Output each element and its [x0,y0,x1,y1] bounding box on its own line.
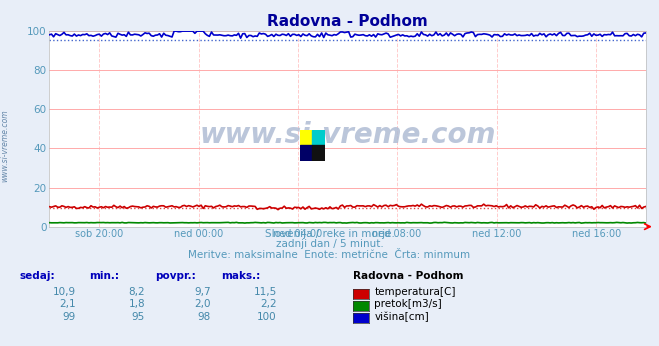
Text: www.si-vreme.com: www.si-vreme.com [1,109,10,182]
Text: 100: 100 [257,312,277,321]
Text: Radovna - Podhom: Radovna - Podhom [353,271,463,281]
Text: temperatura[C]: temperatura[C] [374,288,456,297]
Text: višina[cm]: višina[cm] [374,311,429,322]
Text: 2,1: 2,1 [59,300,76,309]
Bar [312,130,325,145]
Text: povpr.:: povpr.: [155,271,196,281]
Text: 2,2: 2,2 [260,300,277,309]
Bar [312,145,325,161]
Text: www.si-vreme.com: www.si-vreme.com [200,121,496,149]
Text: 10,9: 10,9 [53,288,76,297]
Text: min.:: min.: [89,271,119,281]
Text: zadnji dan / 5 minut.: zadnji dan / 5 minut. [275,239,384,249]
Text: Slovenija / reke in morje.: Slovenija / reke in morje. [264,229,395,239]
Text: 98: 98 [198,312,211,321]
Text: 11,5: 11,5 [254,288,277,297]
Text: 9,7: 9,7 [194,288,211,297]
Bar [300,130,312,145]
Text: sedaj:: sedaj: [20,271,55,281]
Text: 1,8: 1,8 [129,300,145,309]
Text: Meritve: maksimalne  Enote: metrične  Črta: minmum: Meritve: maksimalne Enote: metrične Črta… [188,250,471,260]
Text: 95: 95 [132,312,145,321]
Text: pretok[m3/s]: pretok[m3/s] [374,300,442,309]
Text: 99: 99 [63,312,76,321]
Title: Radovna - Podhom: Radovna - Podhom [268,13,428,29]
Text: 8,2: 8,2 [129,288,145,297]
Text: 2,0: 2,0 [194,300,211,309]
Bar [300,145,312,161]
Text: maks.:: maks.: [221,271,260,281]
